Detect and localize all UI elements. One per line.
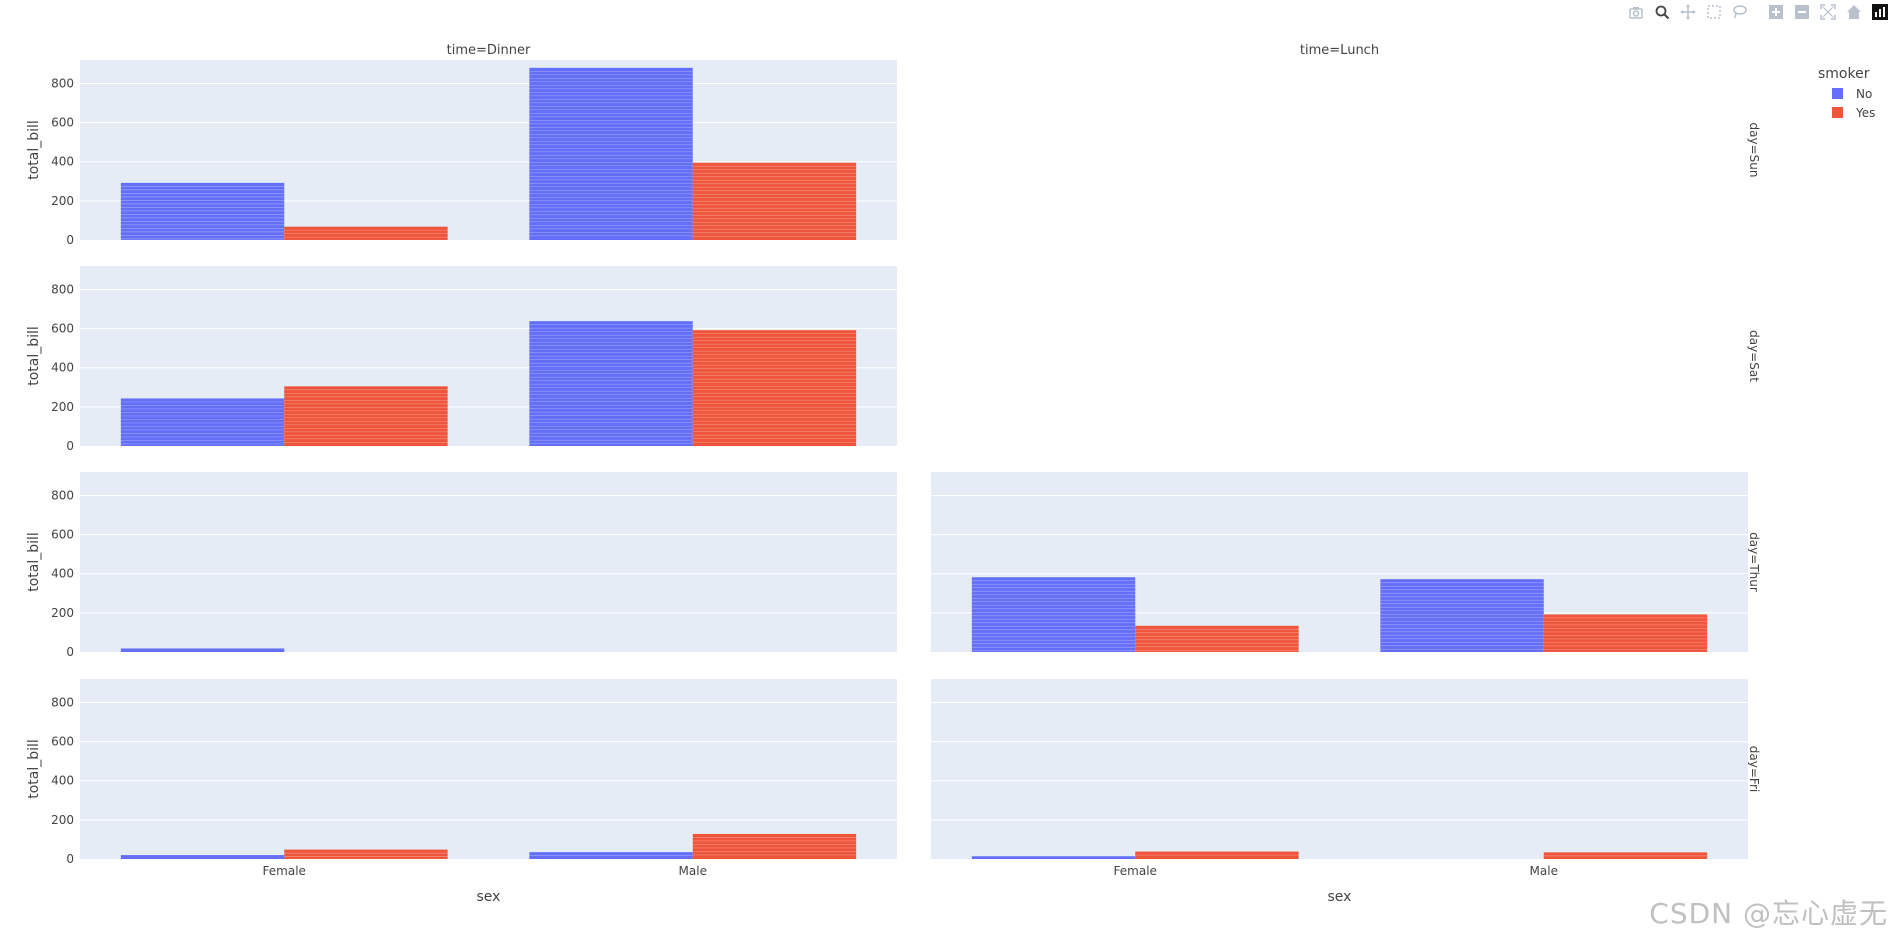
bar-yes-male[interactable] — [692, 833, 857, 859]
x-tick-label: Male — [679, 864, 707, 878]
y-axis-label: total_bill — [26, 120, 42, 180]
facet-row-title: day=Fri — [1747, 746, 1761, 792]
x-axis-label: sex — [1328, 889, 1352, 905]
legend-swatch-yes[interactable] — [1832, 107, 1843, 118]
y-tick-label: 600 — [51, 116, 74, 130]
y-tick-label: 200 — [51, 194, 74, 208]
y-tick-label: 400 — [51, 567, 74, 581]
bar-no-female[interactable] — [120, 398, 285, 446]
y-axis-label: total_bill — [26, 739, 42, 799]
legend-label-yes: Yes — [1855, 106, 1875, 120]
zoom-in-icon[interactable] — [1766, 2, 1786, 22]
y-tick-label: 200 — [51, 400, 74, 414]
plot-panel — [80, 472, 897, 652]
bar-yes-male[interactable] — [692, 162, 857, 240]
y-tick-label: 600 — [51, 322, 74, 336]
zoom-out-icon[interactable] — [1792, 2, 1812, 22]
y-tick-label: 0 — [66, 852, 74, 866]
y-tick-label: 600 — [51, 735, 74, 749]
plotly-logo-icon[interactable] — [1870, 2, 1890, 22]
modebar — [1626, 2, 1890, 22]
reset-axes-icon[interactable] — [1844, 2, 1864, 22]
autoscale-icon[interactable] — [1818, 2, 1838, 22]
facet-col-title: time=Lunch — [1300, 43, 1379, 58]
bar-no-female[interactable] — [120, 855, 285, 859]
bar-no-female[interactable] — [120, 182, 285, 240]
bar-no-male[interactable] — [1380, 579, 1544, 652]
x-axis-label: sex — [477, 889, 501, 905]
y-tick-label: 200 — [51, 813, 74, 827]
bar-yes-female[interactable] — [1135, 625, 1299, 652]
x-tick-label: Male — [1530, 864, 1558, 878]
y-tick-label: 400 — [51, 774, 74, 788]
legend-label-no: No — [1856, 87, 1872, 101]
bar-no-female[interactable] — [971, 577, 1136, 652]
facet-row-title: day=Sun — [1747, 123, 1761, 178]
facet-row-title: day=Sat — [1747, 330, 1761, 382]
bar-no-male[interactable] — [529, 321, 693, 446]
bar-yes-male[interactable] — [1543, 852, 1708, 859]
zoom-icon[interactable] — [1652, 2, 1672, 22]
y-tick-label: 800 — [51, 695, 74, 709]
bar-yes-female[interactable] — [1135, 851, 1299, 859]
y-tick-label: 600 — [51, 528, 74, 542]
facet-col-title: time=Dinner — [447, 43, 531, 58]
bar-no-male[interactable] — [529, 67, 693, 241]
y-tick-label: 0 — [66, 233, 74, 247]
bar-yes-male[interactable] — [692, 330, 857, 446]
y-tick-label: 800 — [51, 282, 74, 296]
y-axis-label: total_bill — [26, 532, 42, 592]
y-tick-label: 400 — [51, 361, 74, 375]
x-tick-label: Female — [1114, 864, 1157, 878]
y-tick-label: 800 — [51, 488, 74, 502]
camera-icon[interactable] — [1626, 2, 1646, 22]
plot-panel — [80, 679, 897, 859]
y-axis-label: total_bill — [26, 326, 42, 386]
y-tick-label: 400 — [51, 155, 74, 169]
box-select-icon[interactable] — [1704, 2, 1724, 22]
legend-swatch-no[interactable] — [1832, 88, 1843, 99]
plot-panel — [931, 679, 1748, 859]
legend-title: smoker — [1818, 66, 1870, 82]
y-tick-label: 200 — [51, 606, 74, 620]
bar-yes-female[interactable] — [284, 386, 448, 446]
bar-yes-male[interactable] — [1543, 614, 1708, 652]
bar-no-male[interactable] — [529, 852, 693, 859]
bar-no-female[interactable] — [120, 648, 285, 652]
watermark-text: CSDN @忘心虚无 — [1649, 897, 1888, 930]
facet-row-title: day=Thur — [1747, 532, 1761, 592]
y-tick-label: 0 — [66, 439, 74, 453]
y-tick-label: 0 — [66, 645, 74, 659]
lasso-icon[interactable] — [1730, 2, 1750, 22]
bar-yes-female[interactable] — [284, 849, 448, 859]
x-tick-label: Female — [263, 864, 306, 878]
y-tick-label: 800 — [51, 76, 74, 90]
pan-icon[interactable] — [1678, 2, 1698, 22]
bar-yes-female[interactable] — [284, 226, 448, 240]
bar-no-female[interactable] — [971, 856, 1136, 859]
